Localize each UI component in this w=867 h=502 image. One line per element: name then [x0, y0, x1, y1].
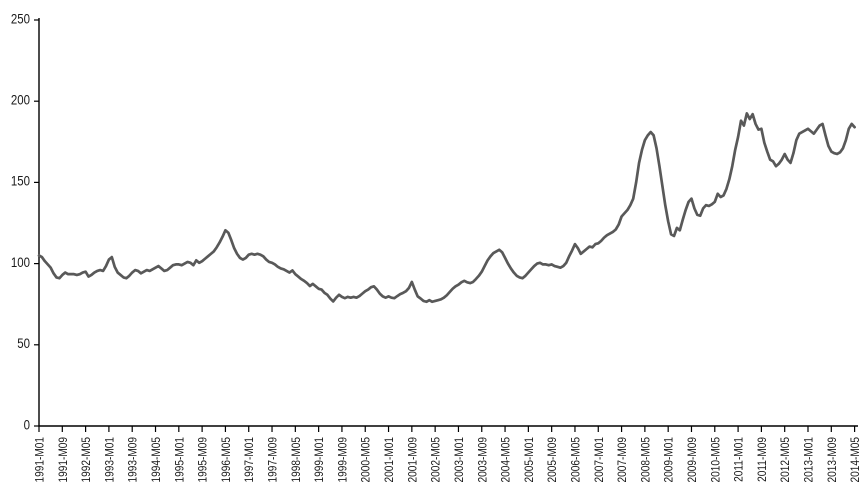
x-axis-label: 2006-M05	[570, 437, 583, 483]
y-axis-label: 50	[17, 336, 30, 351]
x-axis-label: 2003-M09	[477, 437, 490, 483]
x-axis-label: 2013-M09	[826, 437, 839, 483]
x-axis-label: 2008-M05	[640, 437, 653, 483]
x-axis-label: 2001-M01	[383, 437, 396, 483]
x-axis-label: 2009-M09	[686, 437, 699, 483]
x-axis-label: 1999-M01	[314, 437, 327, 483]
x-axis-label: 1997-M09	[267, 437, 280, 483]
x-axis-label: 2007-M01	[593, 437, 606, 483]
y-axis-label: 200	[11, 93, 30, 108]
x-axis-label: 1992-M05	[81, 437, 94, 483]
x-axis-label: 1993-M09	[127, 437, 140, 483]
x-axis-label: 1998-M05	[290, 437, 303, 483]
x-axis-label: 2012-M05	[780, 437, 793, 483]
axes	[38, 18, 858, 427]
x-axis-label: 1995-M09	[197, 437, 210, 483]
x-axis-label: 1995-M01	[174, 437, 187, 483]
x-axis-label: 2000-M05	[360, 437, 373, 483]
x-axis-label: 2014-M05	[850, 437, 863, 483]
x-axis-label: 2004-M05	[500, 437, 513, 483]
data-series-line	[37, 112, 856, 304]
x-axis-label: 2005-M09	[547, 437, 560, 483]
x-axis-label: 2011-M01	[733, 437, 746, 482]
y-axis-label: 100	[11, 255, 30, 270]
x-axis-label: 2005-M01	[523, 437, 536, 483]
x-axis-label: 2013-M01	[803, 437, 816, 483]
x-axis-label: 2010-M05	[710, 437, 723, 483]
x-axis-label: 1999-M09	[337, 437, 350, 483]
y-axis-label: 250	[11, 11, 30, 26]
x-axis-label: 2002-M05	[430, 437, 443, 483]
x-axis-label: 2003-M01	[453, 437, 466, 483]
x-axis-label: 1996-M05	[220, 437, 233, 483]
x-axis-label: 1991-M01	[34, 437, 47, 483]
x-axis-label: 2001-M09	[407, 437, 420, 483]
x-axis-label: 1993-M01	[104, 437, 117, 483]
x-axis-label: 2007-M09	[617, 437, 630, 483]
x-axis-label: 1991-M09	[57, 437, 70, 483]
x-axis-label: 2009-M01	[663, 437, 676, 483]
y-axis-label: 0	[24, 417, 30, 432]
y-axis-label: 150	[11, 174, 30, 189]
x-axis-label: 1997-M01	[244, 437, 257, 483]
x-axis-label: 1994-M05	[150, 437, 163, 483]
x-axis-label: 2011-M09	[756, 437, 769, 482]
